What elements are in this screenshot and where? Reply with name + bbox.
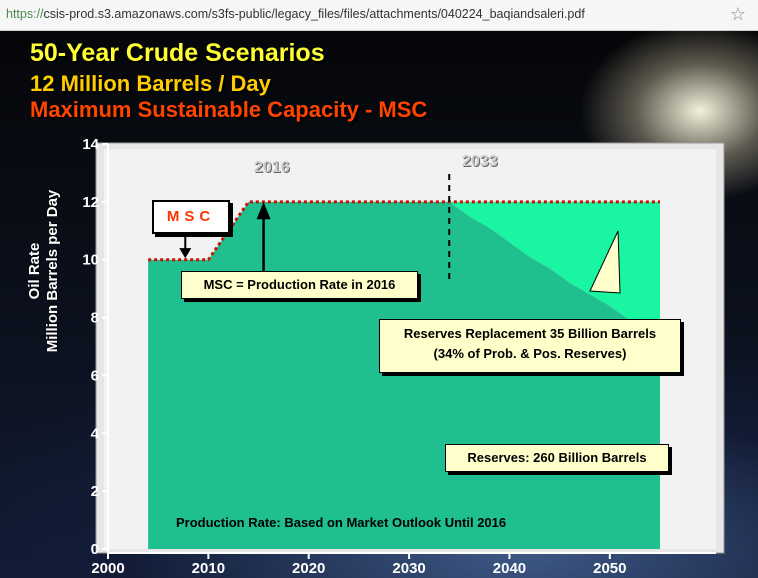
y-tick-label: 14 xyxy=(82,136,99,153)
x-tick-label: 2020 xyxy=(292,560,325,577)
x-tick-label: 2050 xyxy=(593,560,626,577)
year-2016-label: 2016 xyxy=(254,159,290,176)
browser-url-bar[interactable]: https://csis-prod.s3.amazonaws.com/s3fs-… xyxy=(0,0,758,31)
url-protocol: https:// xyxy=(6,7,44,21)
callout-reserves-replacement: Reserves Replacement 35 Billion Barrels … xyxy=(379,319,681,373)
callout-replacement-line1: Reserves Replacement 35 Billion Barrels xyxy=(403,326,657,341)
y-tick-label: 12 xyxy=(82,194,99,211)
url-path: csis-prod.s3.amazonaws.com/s3fs-public/l… xyxy=(43,7,585,21)
callout-msc-definition: MSC = Production Rate in 2016 xyxy=(181,271,418,299)
y-tick-label: 2 xyxy=(91,483,99,500)
arrow-2016-head xyxy=(256,201,271,220)
y-axis-label-line2: Million Barrels per Day xyxy=(44,189,61,353)
callout-reserves-260: Reserves: 260 Billion Barrels xyxy=(445,444,669,472)
slide-subtitle-1: 12 Million Barrels / Day xyxy=(30,71,271,96)
x-tick-label: 2010 xyxy=(192,560,225,577)
y-tick-label: 8 xyxy=(91,310,99,327)
callout-replacement-line2: (34% of Prob. & Pos. Reserves) xyxy=(433,346,627,361)
slide: 50-Year Crude Scenarios 12 Million Barre… xyxy=(0,31,758,578)
production-rate-note: Production Rate: Based on Market Outlook… xyxy=(176,515,507,530)
oil-rate-chart: 0 2 4 6 8 10 12 14 2000 2010 2020 2030 2040 2050 xyxy=(82,136,725,577)
slide-title: 50-Year Crude Scenarios xyxy=(30,39,325,67)
x-tick-label: 2030 xyxy=(392,560,425,577)
bookmark-star-icon[interactable]: ☆ xyxy=(729,4,746,24)
y-tick-label: 6 xyxy=(91,367,99,384)
url-text[interactable]: https://csis-prod.s3.amazonaws.com/s3fs-… xyxy=(6,7,585,21)
msc-line xyxy=(148,200,660,262)
y-tick-label: 10 xyxy=(82,252,99,269)
y-tick-label: 0 xyxy=(91,541,99,558)
replacement-area xyxy=(449,201,660,338)
arrow-msc-head xyxy=(179,248,192,259)
x-tick-label: 2040 xyxy=(493,560,526,577)
slide-subtitle-2: Maximum Sustainable Capacity - MSC xyxy=(30,97,428,122)
callout-pointer xyxy=(589,230,621,294)
year-2033-label: 2033 xyxy=(462,153,498,170)
x-tick-label: 2000 xyxy=(91,560,124,577)
y-axis-label: Oil Rate Million Barrels per Day xyxy=(26,151,62,391)
msc-label-box: MSC xyxy=(152,200,230,234)
y-tick-label: 4 xyxy=(91,425,100,442)
y-axis-label-line1: Oil Rate xyxy=(26,242,43,300)
